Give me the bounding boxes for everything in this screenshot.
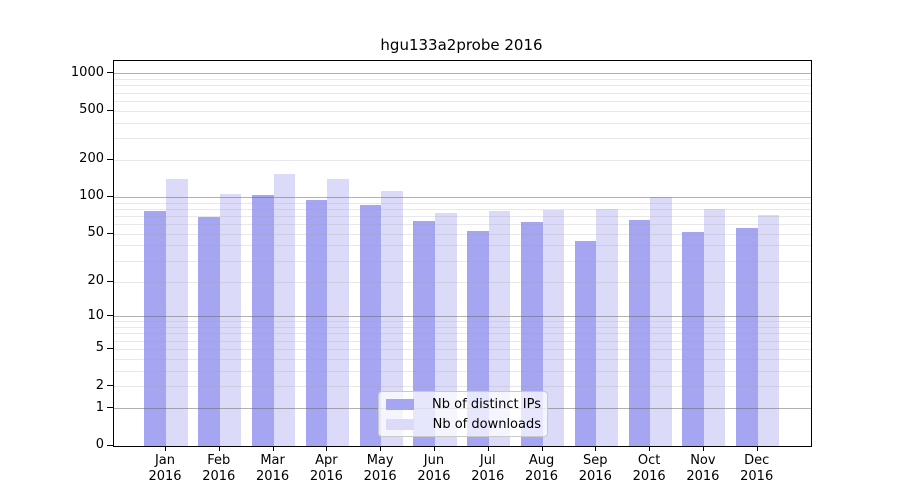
grid-layer <box>114 61 811 446</box>
bar-nb-of-downloads-nov <box>703 209 726 446</box>
legend-label-downloads: Nb of downloads <box>432 416 541 432</box>
bar-nb-of-downloads-apr <box>327 178 349 446</box>
x-tick-label: Nov 2016 <box>686 453 720 484</box>
bar-nb-of-distinct-ips-apr <box>305 199 328 446</box>
bar-nb-of-distinct-ips-may <box>359 204 382 446</box>
bar-nb-of-distinct-ips-oct <box>628 220 651 446</box>
minor-gridline <box>114 202 811 204</box>
bar-nb-of-distinct-ips-mar <box>251 194 274 446</box>
legend-item-downloads: Nb of downloads <box>386 414 541 434</box>
bar-nb-of-downloads-mar <box>273 174 296 446</box>
y-tick-label: 20 <box>87 273 104 288</box>
minor-gridline <box>114 224 811 226</box>
minor-gridline <box>114 159 811 161</box>
minor-gridline <box>114 233 811 235</box>
minor-gridline <box>114 215 811 217</box>
y-tick-label: 10 <box>87 307 104 323</box>
y-tick-label: 200 <box>79 151 104 167</box>
bar-nb-of-distinct-ips-dec <box>736 228 758 446</box>
minor-gridline <box>114 281 811 283</box>
x-tick-label: Oct 2016 <box>632 453 666 484</box>
legend-swatch-distinct-ips <box>386 398 414 410</box>
minor-gridline <box>114 348 811 350</box>
minor-gridline <box>114 92 811 94</box>
legend: Nb of distinct IPs Nb of downloads <box>378 391 548 437</box>
legend-label-distinct-ips: Nb of distinct IPs <box>432 396 541 412</box>
major-gridline <box>114 73 811 75</box>
chart-title: hgu133a2probe 2016 <box>380 36 543 54</box>
x-tick-label: Jun 2016 <box>417 453 451 484</box>
y-tick-label: 100 <box>79 188 104 204</box>
bar-nb-of-downloads-jan <box>166 179 188 446</box>
minor-gridline <box>114 321 811 323</box>
y-tick-label: 0 <box>95 437 104 452</box>
x-tick-label: Apr 2016 <box>309 453 343 484</box>
y-tick-label: 1 <box>95 399 104 415</box>
bar-nb-of-downloads-aug <box>542 209 565 446</box>
x-tick-label: Feb 2016 <box>202 453 236 484</box>
x-tick-label: Mar 2016 <box>256 453 290 484</box>
legend-item-distinct-ips: Nb of distinct IPs <box>386 394 541 414</box>
minor-gridline <box>114 110 811 112</box>
minor-gridline <box>114 260 811 262</box>
minor-gridline <box>114 138 811 140</box>
minor-gridline <box>114 122 811 124</box>
minor-gridline <box>114 333 811 335</box>
plot-area: Nb of distinct IPs Nb of downloads <box>113 60 812 447</box>
bar-nb-of-distinct-ips-jun <box>413 221 435 446</box>
minor-gridline <box>114 327 811 329</box>
bar-nb-of-downloads-dec <box>757 214 780 446</box>
bar-nb-of-downloads-jul <box>488 211 511 446</box>
minor-gridline <box>114 245 811 247</box>
major-gridline <box>114 316 811 318</box>
y-tick-label: 50 <box>87 225 104 241</box>
y-tick-label: 5 <box>95 340 104 356</box>
x-tick-label: Dec 2016 <box>740 453 774 484</box>
minor-gridline <box>114 358 811 360</box>
y-tick-label: 1000 <box>70 64 104 80</box>
y-tick-label: 2 <box>95 377 104 393</box>
minor-gridline <box>114 79 811 81</box>
x-tick-label: Jan 2016 <box>148 453 182 484</box>
bar-nb-of-downloads-feb <box>219 193 242 446</box>
major-gridline <box>114 196 811 198</box>
bar-nb-of-downloads-sep <box>596 209 618 446</box>
legend-swatch-downloads <box>386 418 414 430</box>
x-tick-label: Jul 2016 <box>471 453 505 484</box>
minor-gridline <box>114 370 811 372</box>
bar-nb-of-distinct-ips-sep <box>574 240 597 446</box>
minor-gridline <box>114 100 811 102</box>
minor-gridline <box>114 208 811 210</box>
bar-nb-of-downloads-jun <box>434 213 457 446</box>
minor-gridline <box>114 85 811 87</box>
x-tick-label: Aug 2016 <box>524 453 559 484</box>
bar-nb-of-distinct-ips-aug <box>520 221 543 446</box>
bar-nb-of-distinct-ips-feb <box>198 217 220 446</box>
bar-nb-of-distinct-ips-nov <box>682 232 704 446</box>
minor-gridline <box>114 340 811 342</box>
x-tick-label: May 2016 <box>363 453 397 484</box>
bar-nb-of-downloads-oct <box>650 197 672 446</box>
x-tick-label: Sep 2016 <box>578 453 612 484</box>
bar-nb-of-distinct-ips-jan <box>144 210 166 446</box>
bar-nb-of-downloads-may <box>381 190 403 446</box>
minor-gridline <box>114 386 811 388</box>
y-tick-label: 500 <box>79 102 104 118</box>
